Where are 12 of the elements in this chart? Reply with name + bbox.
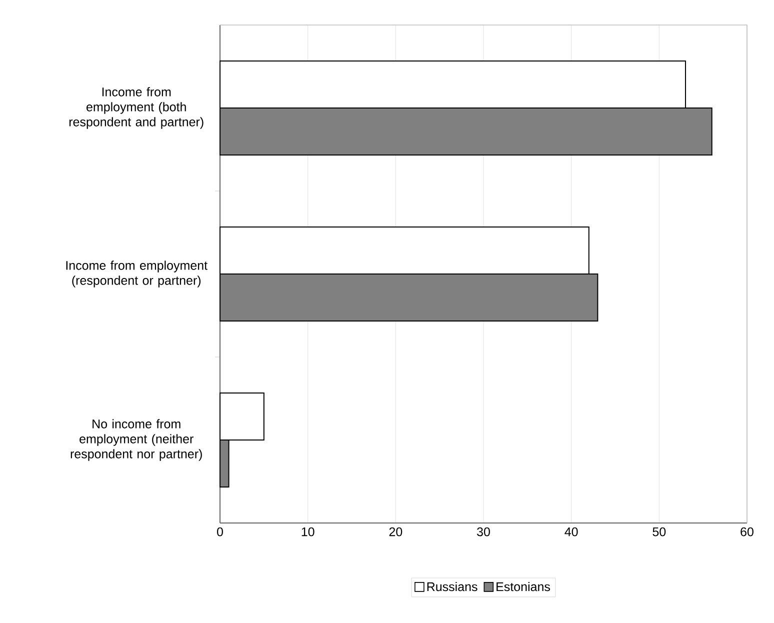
x-tick-label: 0 — [217, 527, 223, 536]
legend-label: Estonians — [496, 582, 550, 592]
legend-label: Russians — [427, 582, 478, 592]
y-tick-label: Income from employment (respondent or partner) — [66, 260, 208, 288]
x-tick-label: 50 — [652, 527, 666, 536]
x-tick-label: 10 — [302, 527, 314, 536]
x-tick-label: 20 — [389, 527, 402, 536]
x-tick-label: 60 — [740, 527, 754, 536]
x-tick-label: 40 — [564, 527, 578, 536]
y-tick-label: No income from employment (neither respondent nor partner) — [70, 419, 202, 461]
x-tick-label: 30 — [477, 527, 490, 536]
y-tick-label: Income from employment (both respondent and partner) — [69, 87, 204, 129]
